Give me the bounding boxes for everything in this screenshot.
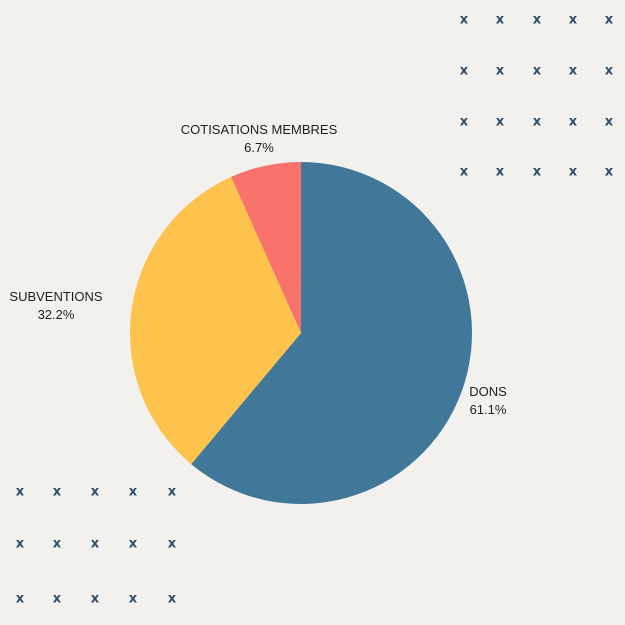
pie-labels: DONS 61.1% SUBVENTIONS 32.2% COTISATIONS MEM…: [9, 122, 507, 417]
decorative-x-mark: x: [496, 64, 505, 79]
slice-label-dons: DONS: [469, 384, 507, 399]
slice-label-cotisations-membres: COTISATIONS MEMBRES: [181, 122, 338, 137]
decorative-x-mark: x: [129, 537, 138, 552]
decorative-x-mark: x: [533, 165, 542, 180]
pie-slice-subventions: [129, 176, 301, 465]
decorative-x-mark: x: [168, 485, 177, 500]
decorative-x-mark: x: [605, 64, 614, 79]
pie-slice-cotisations-membres: [231, 162, 301, 333]
decorative-x-mark: x: [460, 64, 469, 79]
decorative-x-mark: x: [91, 592, 100, 607]
slice-percent-dons: 61.1%: [470, 402, 507, 417]
decorative-x-mark: x: [16, 592, 25, 607]
decorative-x-mark: x: [129, 485, 138, 500]
decorative-x-mark: x: [460, 115, 469, 130]
decorative-x-mark: x: [53, 537, 62, 552]
decorative-x-mark: x: [91, 485, 100, 500]
decorative-x-mark: x: [533, 13, 542, 28]
pie-slices: [129, 162, 472, 504]
decorative-x-mark: x: [569, 64, 578, 79]
decorative-x-mark: x: [53, 592, 62, 607]
decorative-x-mark: x: [496, 13, 505, 28]
decorative-x-mark: x: [533, 115, 542, 130]
decorative-x-pattern-top-right: x x x x x x x x x x x x x x x x x x x x: [460, 13, 614, 180]
decorative-x-mark: x: [569, 165, 578, 180]
decorative-x-mark: x: [496, 165, 505, 180]
decorative-x-mark: x: [53, 485, 62, 500]
decorative-x-mark: x: [168, 592, 177, 607]
decorative-x-mark: x: [16, 485, 25, 500]
decorative-x-mark: x: [168, 537, 177, 552]
decorative-x-mark: x: [569, 13, 578, 28]
decorative-x-mark: x: [129, 592, 138, 607]
pie-slice-dons: [191, 162, 472, 504]
decorative-x-mark: x: [460, 13, 469, 28]
slice-percent-cotisations-membres: 6.7%: [244, 140, 274, 155]
decorative-x-mark: x: [605, 165, 614, 180]
decorative-x-mark: x: [605, 115, 614, 130]
decorative-x-mark: x: [605, 13, 614, 28]
slice-percent-subventions: 32.2%: [38, 307, 75, 322]
decorative-x-mark: x: [496, 115, 505, 130]
decorative-x-pattern-bottom-left: x x x x x x x x x x x x x x x: [16, 485, 177, 607]
decorative-x-mark: x: [460, 165, 469, 180]
decorative-x-mark: x: [533, 64, 542, 79]
decorative-x-mark: x: [16, 537, 25, 552]
decorative-x-mark: x: [91, 537, 100, 552]
decorative-x-mark: x: [569, 115, 578, 130]
slice-label-subventions: SUBVENTIONS: [9, 289, 103, 304]
